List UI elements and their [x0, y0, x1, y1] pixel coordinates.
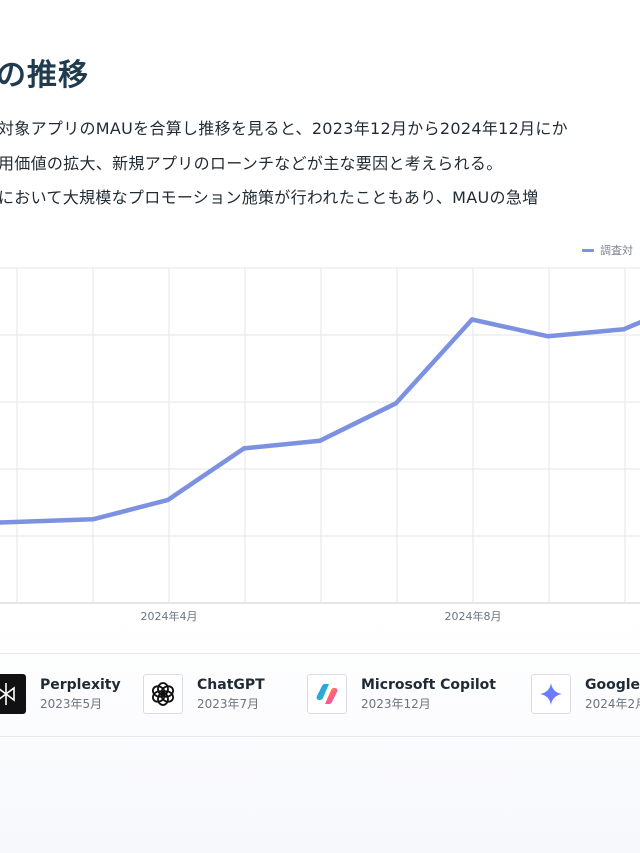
service-google: Google 2024年2月: [531, 674, 640, 714]
x-tick-label: 2024年8月: [445, 609, 502, 623]
data-point: [545, 334, 551, 339]
data-point: [469, 317, 475, 322]
service-date: 2023年12月: [361, 697, 431, 711]
service-date: 2023年7月: [197, 697, 260, 711]
service-name: Microsoft Copilot: [361, 677, 496, 693]
chart-grid: [0, 267, 640, 604]
chart-series: [0, 317, 640, 525]
x-axis-ticks: 2024年4月 2024年8月: [141, 609, 502, 623]
series-line: [0, 317, 640, 525]
data-point: [393, 401, 399, 406]
service-chatgpt: ChatGPT 2023年7月: [143, 674, 265, 714]
service-perplexity: Perplexity 2023年5月: [0, 674, 121, 714]
data-point: [241, 446, 247, 451]
service-date: 2024年2月: [585, 697, 640, 711]
legend-swatch: [582, 248, 594, 252]
service-microsoft-copilot: Microsoft Copilot 2023年12月: [307, 674, 496, 714]
body-text-line-1: 対象アプリのMAUを合算し推移を見ると、2023年12月から2024年12月にか: [0, 119, 568, 138]
legend-label: 調査対: [600, 244, 633, 257]
data-point: [621, 327, 627, 332]
page-title: の推移: [0, 58, 89, 93]
body-text-line-2: 用価値の拡大、新規アプリのローンチなどが主な要因と考えられる。: [0, 154, 503, 173]
gemini-logo-icon: [531, 674, 571, 714]
service-name: ChatGPT: [197, 677, 265, 693]
copilot-logo-icon: [307, 674, 347, 714]
data-point: [0, 520, 3, 525]
service-list: Perplexity 2023年5月 ChatGPT: [0, 653, 640, 737]
service-date: 2023年5月: [40, 697, 103, 711]
x-tick-label: 2024年4月: [141, 609, 198, 623]
data-point: [317, 438, 323, 443]
chart-legend: 調査対: [582, 242, 633, 258]
body-text-line-3: において大規模なプロモーション施策が行われたこともあり、MAUの急増: [0, 188, 539, 207]
service-name: Google: [585, 677, 640, 693]
data-point: [90, 517, 96, 522]
data-point: [165, 497, 171, 503]
chatgpt-logo-icon: [143, 674, 183, 714]
line-chart: 2024年4月 2024年8月: [0, 267, 640, 623]
perplexity-logo-icon: [0, 674, 26, 714]
service-name: Perplexity: [40, 677, 121, 693]
